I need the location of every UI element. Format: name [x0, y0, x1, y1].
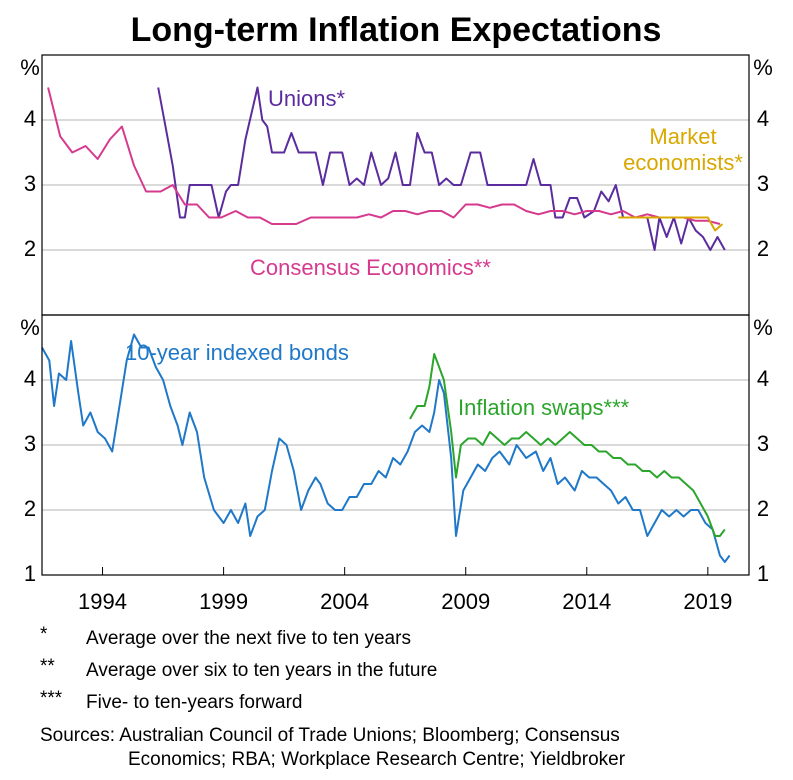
plot-frame	[41, 314, 750, 576]
y2-tick-label: 3	[757, 171, 769, 196]
y-tick-label: 1	[24, 561, 36, 586]
y2-tick-label: 2	[757, 236, 769, 261]
y-tick-label: 3	[24, 171, 36, 196]
x-tick-label: 2009	[441, 589, 490, 614]
series-label: Market economists*	[623, 124, 743, 175]
y2-tick-label: 4	[757, 106, 769, 131]
y-axis-label: %	[20, 315, 40, 340]
series-line	[409, 353, 726, 537]
x-tick-label: 2019	[683, 589, 732, 614]
y2-tick-label: 3	[757, 431, 769, 456]
y-tick-label: 2	[24, 496, 36, 521]
note-marker: *	[40, 624, 48, 645]
series-label: Consensus Economics**	[250, 255, 491, 280]
x-tick-label: 2014	[562, 589, 611, 614]
y2-axis-label: %	[753, 55, 773, 80]
y2-tick-label: 4	[757, 366, 769, 391]
y-tick-label: 2	[24, 236, 36, 261]
y-tick-label: 4	[24, 366, 36, 391]
sources: Sources: Australian Council of Trade Uni…	[40, 725, 626, 770]
note-text: Average over six to ten years in the fut…	[86, 660, 438, 681]
series-label: Unions*	[268, 86, 346, 111]
y-tick-label: 4	[24, 106, 36, 131]
note-text: Average over the next five to ten years	[86, 628, 411, 649]
y-tick-label: 3	[24, 431, 36, 456]
series-line	[47, 87, 721, 225]
y2-tick-label: 2	[757, 496, 769, 521]
chart-title: Long-term Inflation Expectations	[131, 11, 662, 49]
y2-tick-label: 1	[757, 561, 769, 586]
y2-axis-label: %	[753, 315, 773, 340]
series-line	[618, 216, 724, 232]
note-marker: ***	[40, 688, 63, 709]
x-tick-label: 1999	[199, 589, 248, 614]
x-tick-label: 1994	[78, 589, 127, 614]
y-axis-label: %	[20, 55, 40, 80]
series-label: Inflation swaps***	[458, 395, 630, 420]
x-tick-label: 2004	[320, 589, 369, 614]
note-text: Five- to ten-years forward	[86, 692, 303, 713]
note-marker: **	[40, 656, 55, 677]
series-label: 10-year indexed bonds	[125, 340, 349, 365]
series-line	[41, 333, 731, 563]
